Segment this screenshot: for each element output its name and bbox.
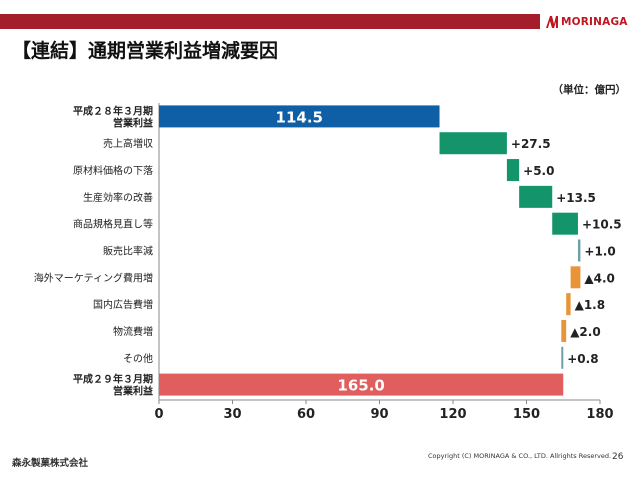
data-label: 114.5: [276, 108, 323, 126]
category-label: 生産効率の改善: [83, 191, 153, 204]
bar-3: [506, 159, 520, 182]
category-label: その他: [123, 352, 153, 365]
x-tick-label: 30: [223, 407, 241, 422]
data-label: ▲4.0: [584, 271, 615, 285]
bar-1: [159, 105, 440, 128]
category-label: 国内広告費増: [93, 298, 153, 311]
bar-4: [519, 185, 553, 208]
category-label: 平成２９年３月期営業利益: [73, 373, 153, 398]
category-label: 販売比率減: [103, 245, 153, 258]
bar-5: [552, 212, 578, 235]
bar-6: [577, 239, 581, 262]
company-logo: MORINAGA: [545, 13, 628, 31]
x-tick-label: 0: [154, 407, 163, 422]
bar-8: [566, 293, 571, 316]
copyright-text: Copyright (C) MORINAGA & CO., LTD. Allri…: [428, 452, 612, 460]
bar-7: [570, 266, 581, 289]
x-tick-label: 60: [297, 407, 315, 422]
page-number: 26: [612, 452, 624, 462]
x-tick-label: 180: [586, 407, 613, 422]
data-label: ▲1.8: [575, 298, 606, 312]
data-label: +13.5: [556, 191, 596, 205]
data-label: 165.0: [337, 377, 384, 395]
bar-2: [439, 132, 507, 155]
x-tick-label: 90: [370, 407, 388, 422]
header-bar: [0, 14, 540, 29]
logo-text: MORINAGA: [561, 16, 628, 28]
x-tick-label: 120: [439, 407, 466, 422]
category-label: 海外マーケティング費用増: [34, 271, 153, 284]
x-tick-label: 150: [513, 407, 540, 422]
company-name: 森永製菓株式会社: [12, 458, 89, 469]
category-label: 物流費増: [113, 325, 153, 338]
category-label: 平成２８年３月期営業利益: [73, 104, 153, 129]
data-label: ▲2.0: [570, 325, 601, 339]
data-label: +1.0: [584, 245, 615, 259]
data-label: +27.5: [511, 137, 551, 151]
bar-10: [561, 346, 564, 369]
category-label: 原材料価格の下落: [73, 164, 153, 177]
data-label: +10.5: [582, 218, 622, 232]
category-label: 商品規格見直し等: [73, 218, 153, 231]
page-title: 【連結】通期営業利益増減要因: [12, 40, 279, 62]
morinaga-angel-icon: [546, 16, 558, 28]
data-label: +0.8: [567, 352, 598, 366]
category-label: 売上高増収: [103, 137, 153, 150]
unit-label: （単位：億円）: [552, 84, 627, 96]
data-label: +5.0: [523, 164, 554, 178]
bar-11: [159, 373, 564, 396]
bar-9: [561, 319, 567, 342]
